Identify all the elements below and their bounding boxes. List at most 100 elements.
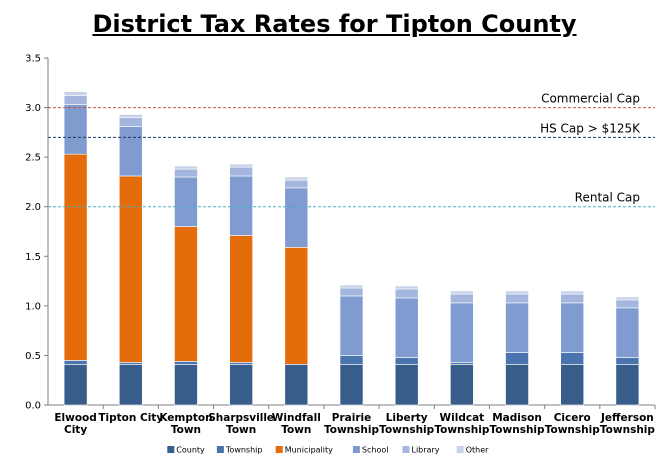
bar-segment-school [615,307,640,358]
bar-segment-other [560,290,585,295]
bar-segment-county [505,364,529,406]
bar-segment-library [450,293,474,304]
bar-segment-county [63,364,88,406]
bar-segment-county [450,364,474,406]
bar-segment-township [505,352,529,365]
legend-label: Township [225,446,263,455]
chart-title: District Tax Rates for Tipton County [92,10,577,38]
bar-segment-county [560,364,585,406]
reference-line-label: HS Cap > $125K [540,121,641,135]
x-category-label: Township [600,424,655,436]
bar-segment-county [118,364,143,406]
bar-segment-other [284,176,309,181]
bar-segment-library [118,117,143,127]
bar-segment-other [229,163,253,168]
bar-segment-library [615,299,640,309]
y-tick-label: 3.0 [25,103,41,114]
bar-segment-school [284,187,309,248]
bar-segment-other [394,285,419,290]
bar-segment-library [284,179,309,189]
x-category-label: Cicero [554,412,591,424]
reference-line-label: Rental Cap [575,191,640,205]
bar-segment-other [118,114,143,118]
x-category-label: Township [545,424,600,436]
bar-segment-municipality [118,175,143,363]
bar-segment-library [63,95,88,105]
x-category-label: Madison [492,412,542,424]
y-tick-label: 2.0 [25,202,41,213]
y-tick-label: 3.5 [25,54,41,65]
legend-label: Library [412,446,440,455]
bar-segment-other [339,284,364,289]
y-tick-label: 1.0 [25,301,41,312]
y-tick-label: 1.5 [25,252,41,263]
legend-label: School [362,446,389,455]
x-category-label: Township [434,424,489,436]
x-category-label: Elwood [54,412,96,424]
bar-segment-township [560,352,585,365]
bar-segment-county [339,364,364,406]
x-category-label: Jefferson [600,412,654,424]
legend-swatch [275,446,283,453]
bar-segment-school [339,295,364,356]
bar-segment-other [505,290,529,295]
bar-segment-county [615,364,640,406]
x-category-label: Tipton City [98,412,163,424]
bar-segment-township [174,361,198,365]
bar-segment-school [63,104,88,155]
bar-segment-municipality [63,153,88,361]
bar-segment-school [118,126,143,177]
legend-swatch [167,446,175,453]
legend-label: County [176,446,205,455]
bar-segment-school [505,302,529,353]
bar-segment-library [229,166,253,177]
legend-label: Other [466,446,489,455]
x-category-label: Town [226,424,256,436]
bar-segment-township [339,355,364,365]
bar-segment-library [394,288,419,299]
y-tick-label: 0.5 [25,351,41,362]
bar-segment-library [505,293,529,304]
bar-segment-township [63,360,88,365]
bar-segment-school [560,302,585,353]
bar-segment-county [229,364,253,406]
bar-segment-county [394,364,419,406]
bar-segment-school [229,175,253,236]
bar-segment-school [174,176,198,227]
x-category-label: Wildcat [440,412,485,424]
bar-segment-school [450,302,474,363]
x-category-label: Township [324,424,379,436]
legend-swatch [402,446,410,453]
bar-segment-township [615,357,640,365]
x-category-label: Prairie [332,412,371,424]
y-tick-label: 2.5 [25,153,41,164]
legend-swatch [456,446,464,453]
reference-line-label: Commercial Cap [541,92,640,106]
bar-segment-other [450,290,474,295]
bar-segment-other [63,91,88,96]
bar-segment-municipality [174,226,198,362]
x-category-label: City [64,424,87,436]
bar-segment-school [394,297,419,358]
x-category-label: Kempton [159,412,212,424]
bar-segment-library [174,168,198,178]
x-category-label: Windfall [272,412,321,424]
x-category-label: Town [281,424,311,436]
bar-segment-county [174,364,198,406]
x-category-label: Town [171,424,201,436]
x-category-label: Sharpsville [208,412,274,424]
bar-segment-library [339,287,364,297]
y-tick-label: 0.0 [25,401,41,412]
legend-swatch [216,446,224,453]
bar-segment-municipality [229,235,253,363]
legend-label: Municipality [285,446,333,455]
x-category-label: Township [379,424,434,436]
bar-segment-other [615,296,640,301]
legend-swatch [352,446,360,453]
x-category-label: Township [490,424,545,436]
bar-segment-other [174,165,198,170]
bar-segment-township [394,357,419,365]
x-category-label: Liberty [386,412,428,424]
